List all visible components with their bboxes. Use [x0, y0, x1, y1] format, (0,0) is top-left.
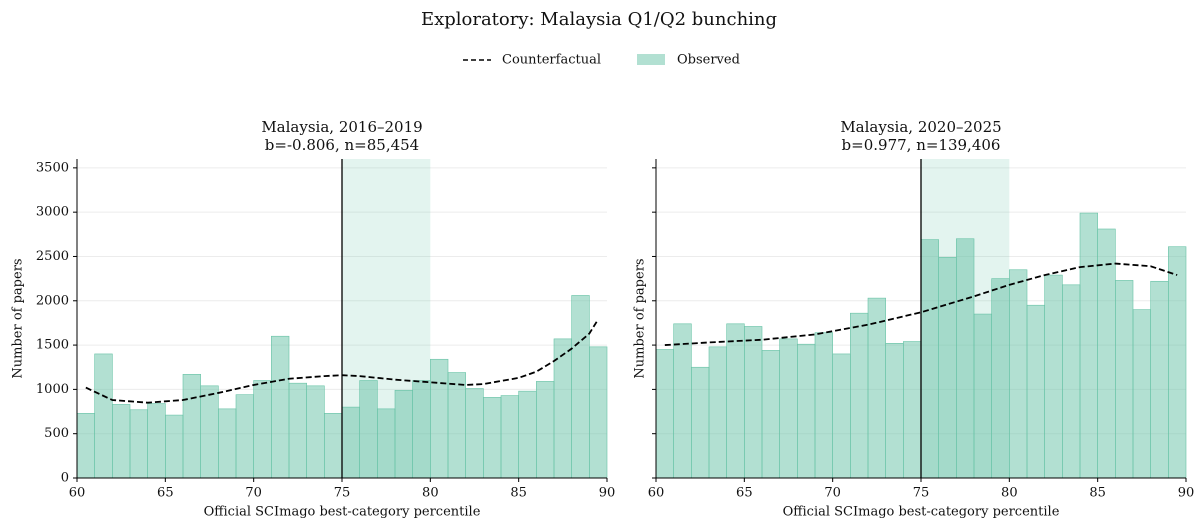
bar — [589, 346, 608, 479]
bar — [76, 413, 95, 479]
x-tick-label: 90 — [599, 486, 616, 501]
bar — [1009, 269, 1028, 479]
legend-label: Counterfactual — [502, 53, 601, 68]
y-tick-label: 500 — [44, 426, 69, 441]
x-tick-label: 75 — [334, 486, 351, 501]
bar — [1132, 309, 1151, 479]
x-axis-label: Official SCImago best-category percentil… — [783, 505, 1060, 519]
bar — [306, 385, 325, 479]
bar — [797, 343, 816, 479]
bar — [288, 382, 307, 479]
y-axis-label: Number of papers — [633, 258, 648, 378]
bar — [94, 353, 113, 479]
x-tick-label: 90 — [1178, 486, 1195, 501]
bar — [673, 323, 692, 479]
x-tick-label: 70 — [824, 486, 841, 501]
bar — [324, 413, 343, 479]
x-tick-label: 65 — [157, 486, 174, 501]
bar — [129, 409, 148, 479]
bar — [779, 338, 798, 479]
bar — [571, 295, 590, 479]
bar — [867, 297, 886, 479]
bar — [1044, 274, 1063, 479]
bar — [1079, 212, 1098, 479]
bar — [536, 381, 555, 479]
subplot-title: Malaysia, 2016–2019 — [261, 118, 422, 136]
x-tick-label: 60 — [648, 486, 665, 501]
bar — [112, 404, 131, 479]
bar — [761, 350, 780, 479]
x-tick-label: 70 — [245, 486, 262, 501]
bar — [708, 346, 727, 479]
bar — [850, 312, 869, 479]
x-tick-label: 80 — [1001, 486, 1018, 501]
x-tick-label: 65 — [736, 486, 753, 501]
y-tick-label: 3000 — [36, 205, 69, 220]
x-tick-label: 85 — [510, 486, 527, 501]
bar — [200, 385, 219, 479]
bar — [1026, 304, 1045, 479]
y-tick-label: 2000 — [36, 293, 69, 308]
bar — [1168, 246, 1187, 479]
bar — [500, 395, 519, 479]
bar — [465, 388, 484, 479]
bar — [655, 349, 674, 479]
y-axis-label: Number of papers — [11, 258, 26, 378]
bar — [885, 343, 904, 479]
bar — [271, 335, 290, 479]
bar — [165, 414, 184, 479]
counterfactual-line — [664, 262, 1178, 346]
legend-patch — [637, 54, 665, 65]
bar — [814, 332, 833, 479]
y-tick-label: 1500 — [36, 338, 69, 353]
y-tick-label: 3500 — [36, 160, 69, 175]
highlight-band — [342, 159, 431, 478]
bar — [182, 374, 201, 479]
bar — [744, 326, 763, 479]
subplot-title: Malaysia, 2020–2025 — [840, 118, 1001, 136]
bar — [691, 366, 710, 479]
figure-title: Exploratory: Malaysia Q1/Q2 bunching — [421, 9, 777, 30]
bar — [726, 323, 745, 479]
x-tick-label: 60 — [69, 486, 86, 501]
highlight-band — [921, 159, 1010, 478]
x-tick-label: 80 — [422, 486, 439, 501]
bar — [253, 380, 272, 479]
legend-label: Observed — [677, 53, 740, 68]
y-tick-label: 1000 — [36, 382, 69, 397]
bar — [1150, 280, 1169, 479]
x-tick-label: 85 — [1089, 486, 1106, 501]
y-tick-label: 0 — [61, 471, 69, 486]
bar — [903, 341, 922, 479]
bar — [518, 390, 537, 479]
y-tick-label: 2500 — [36, 249, 69, 264]
bar — [1062, 284, 1081, 479]
bar — [235, 394, 254, 479]
x-tick-label: 75 — [913, 486, 930, 501]
bar — [832, 353, 851, 479]
bar — [430, 358, 449, 479]
bar — [147, 403, 166, 479]
bar — [483, 397, 502, 479]
bar — [447, 372, 466, 479]
x-axis-label: Official SCImago best-category percentil… — [204, 505, 481, 519]
bar — [218, 408, 237, 479]
subplot-subtitle: b=0.977, n=139,406 — [842, 136, 1001, 154]
subplot-subtitle: b=-0.806, n=85,454 — [265, 136, 419, 154]
bar — [1115, 280, 1134, 479]
bar — [1097, 228, 1116, 479]
